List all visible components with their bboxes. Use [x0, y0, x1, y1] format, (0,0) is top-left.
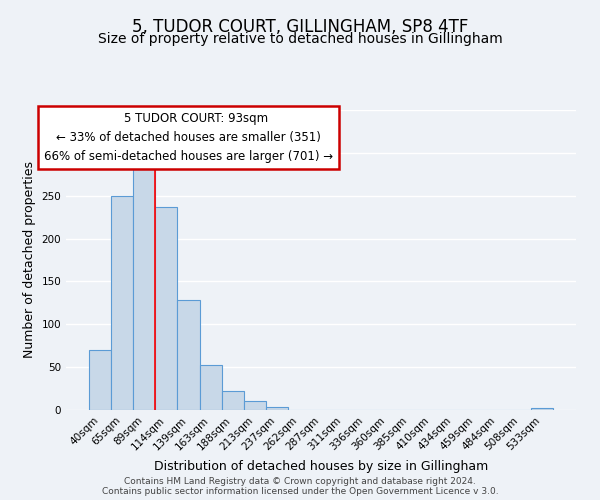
Bar	[221, 391, 244, 410]
Text: Contains public sector information licensed under the Open Government Licence v : Contains public sector information licen…	[101, 488, 499, 496]
Bar	[200, 364, 221, 410]
Y-axis label: Number of detached properties: Number of detached properties	[23, 162, 36, 358]
Text: 5, TUDOR COURT, GILLINGHAM, SP8 4TF: 5, TUDOR COURT, GILLINGHAM, SP8 4TF	[132, 18, 468, 36]
Bar	[531, 408, 553, 410]
Text: 5 TUDOR COURT: 93sqm
← 33% of detached houses are smaller (351)
66% of semi-deta: 5 TUDOR COURT: 93sqm ← 33% of detached h…	[44, 112, 333, 162]
Bar	[133, 164, 155, 410]
Bar	[111, 196, 133, 410]
Bar	[89, 350, 111, 410]
Text: Contains HM Land Registry data © Crown copyright and database right 2024.: Contains HM Land Registry data © Crown c…	[124, 478, 476, 486]
X-axis label: Distribution of detached houses by size in Gillingham: Distribution of detached houses by size …	[154, 460, 488, 473]
Bar	[244, 402, 266, 410]
Text: Size of property relative to detached houses in Gillingham: Size of property relative to detached ho…	[98, 32, 502, 46]
Bar	[178, 300, 200, 410]
Bar	[155, 207, 178, 410]
Bar	[266, 406, 288, 410]
